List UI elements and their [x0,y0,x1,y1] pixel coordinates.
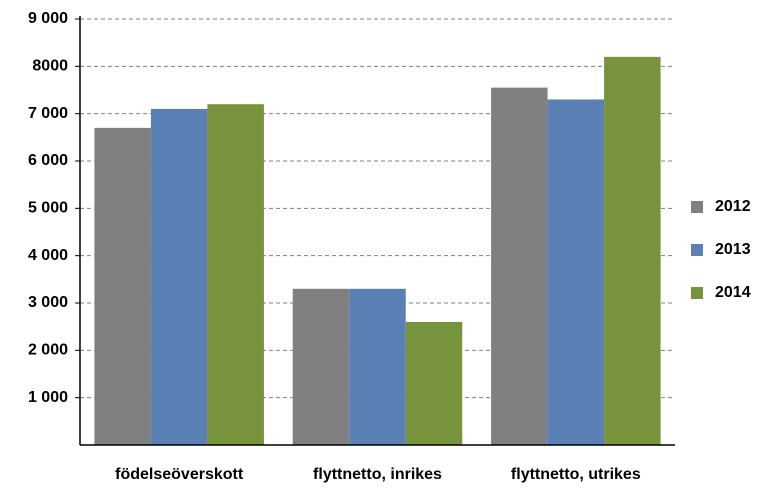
legend-label: 2014 [715,284,751,301]
bar [292,288,350,445]
y-tick-label: 9 000 [28,10,68,27]
legend-swatch [691,201,703,213]
bar [405,321,463,445]
legend-swatch [691,244,703,256]
bar [547,99,605,445]
legend-label: 2012 [715,198,751,215]
x-tick-label: födelseöverskott [115,466,244,483]
y-tick-label: 8000 [32,58,68,75]
bar [94,127,151,445]
bar [491,87,548,445]
y-tick-label: 2 000 [28,342,68,359]
y-tick-label: 4 000 [28,247,68,264]
legend-label: 2013 [715,241,751,258]
legend-swatch [691,287,703,299]
y-tick-label: 3 000 [28,294,68,311]
y-tick-label: 7 000 [28,105,68,122]
y-tick-label: 1 000 [28,389,68,406]
bar [604,56,661,445]
y-tick-label: 5 000 [28,200,68,217]
bar [150,108,208,445]
bar [207,104,264,445]
y-tick-label: 6 000 [28,152,68,169]
x-tick-label: flyttnetto, utrikes [511,466,641,483]
bar [349,288,406,445]
x-tick-label: flyttnetto, inrikes [313,466,442,483]
